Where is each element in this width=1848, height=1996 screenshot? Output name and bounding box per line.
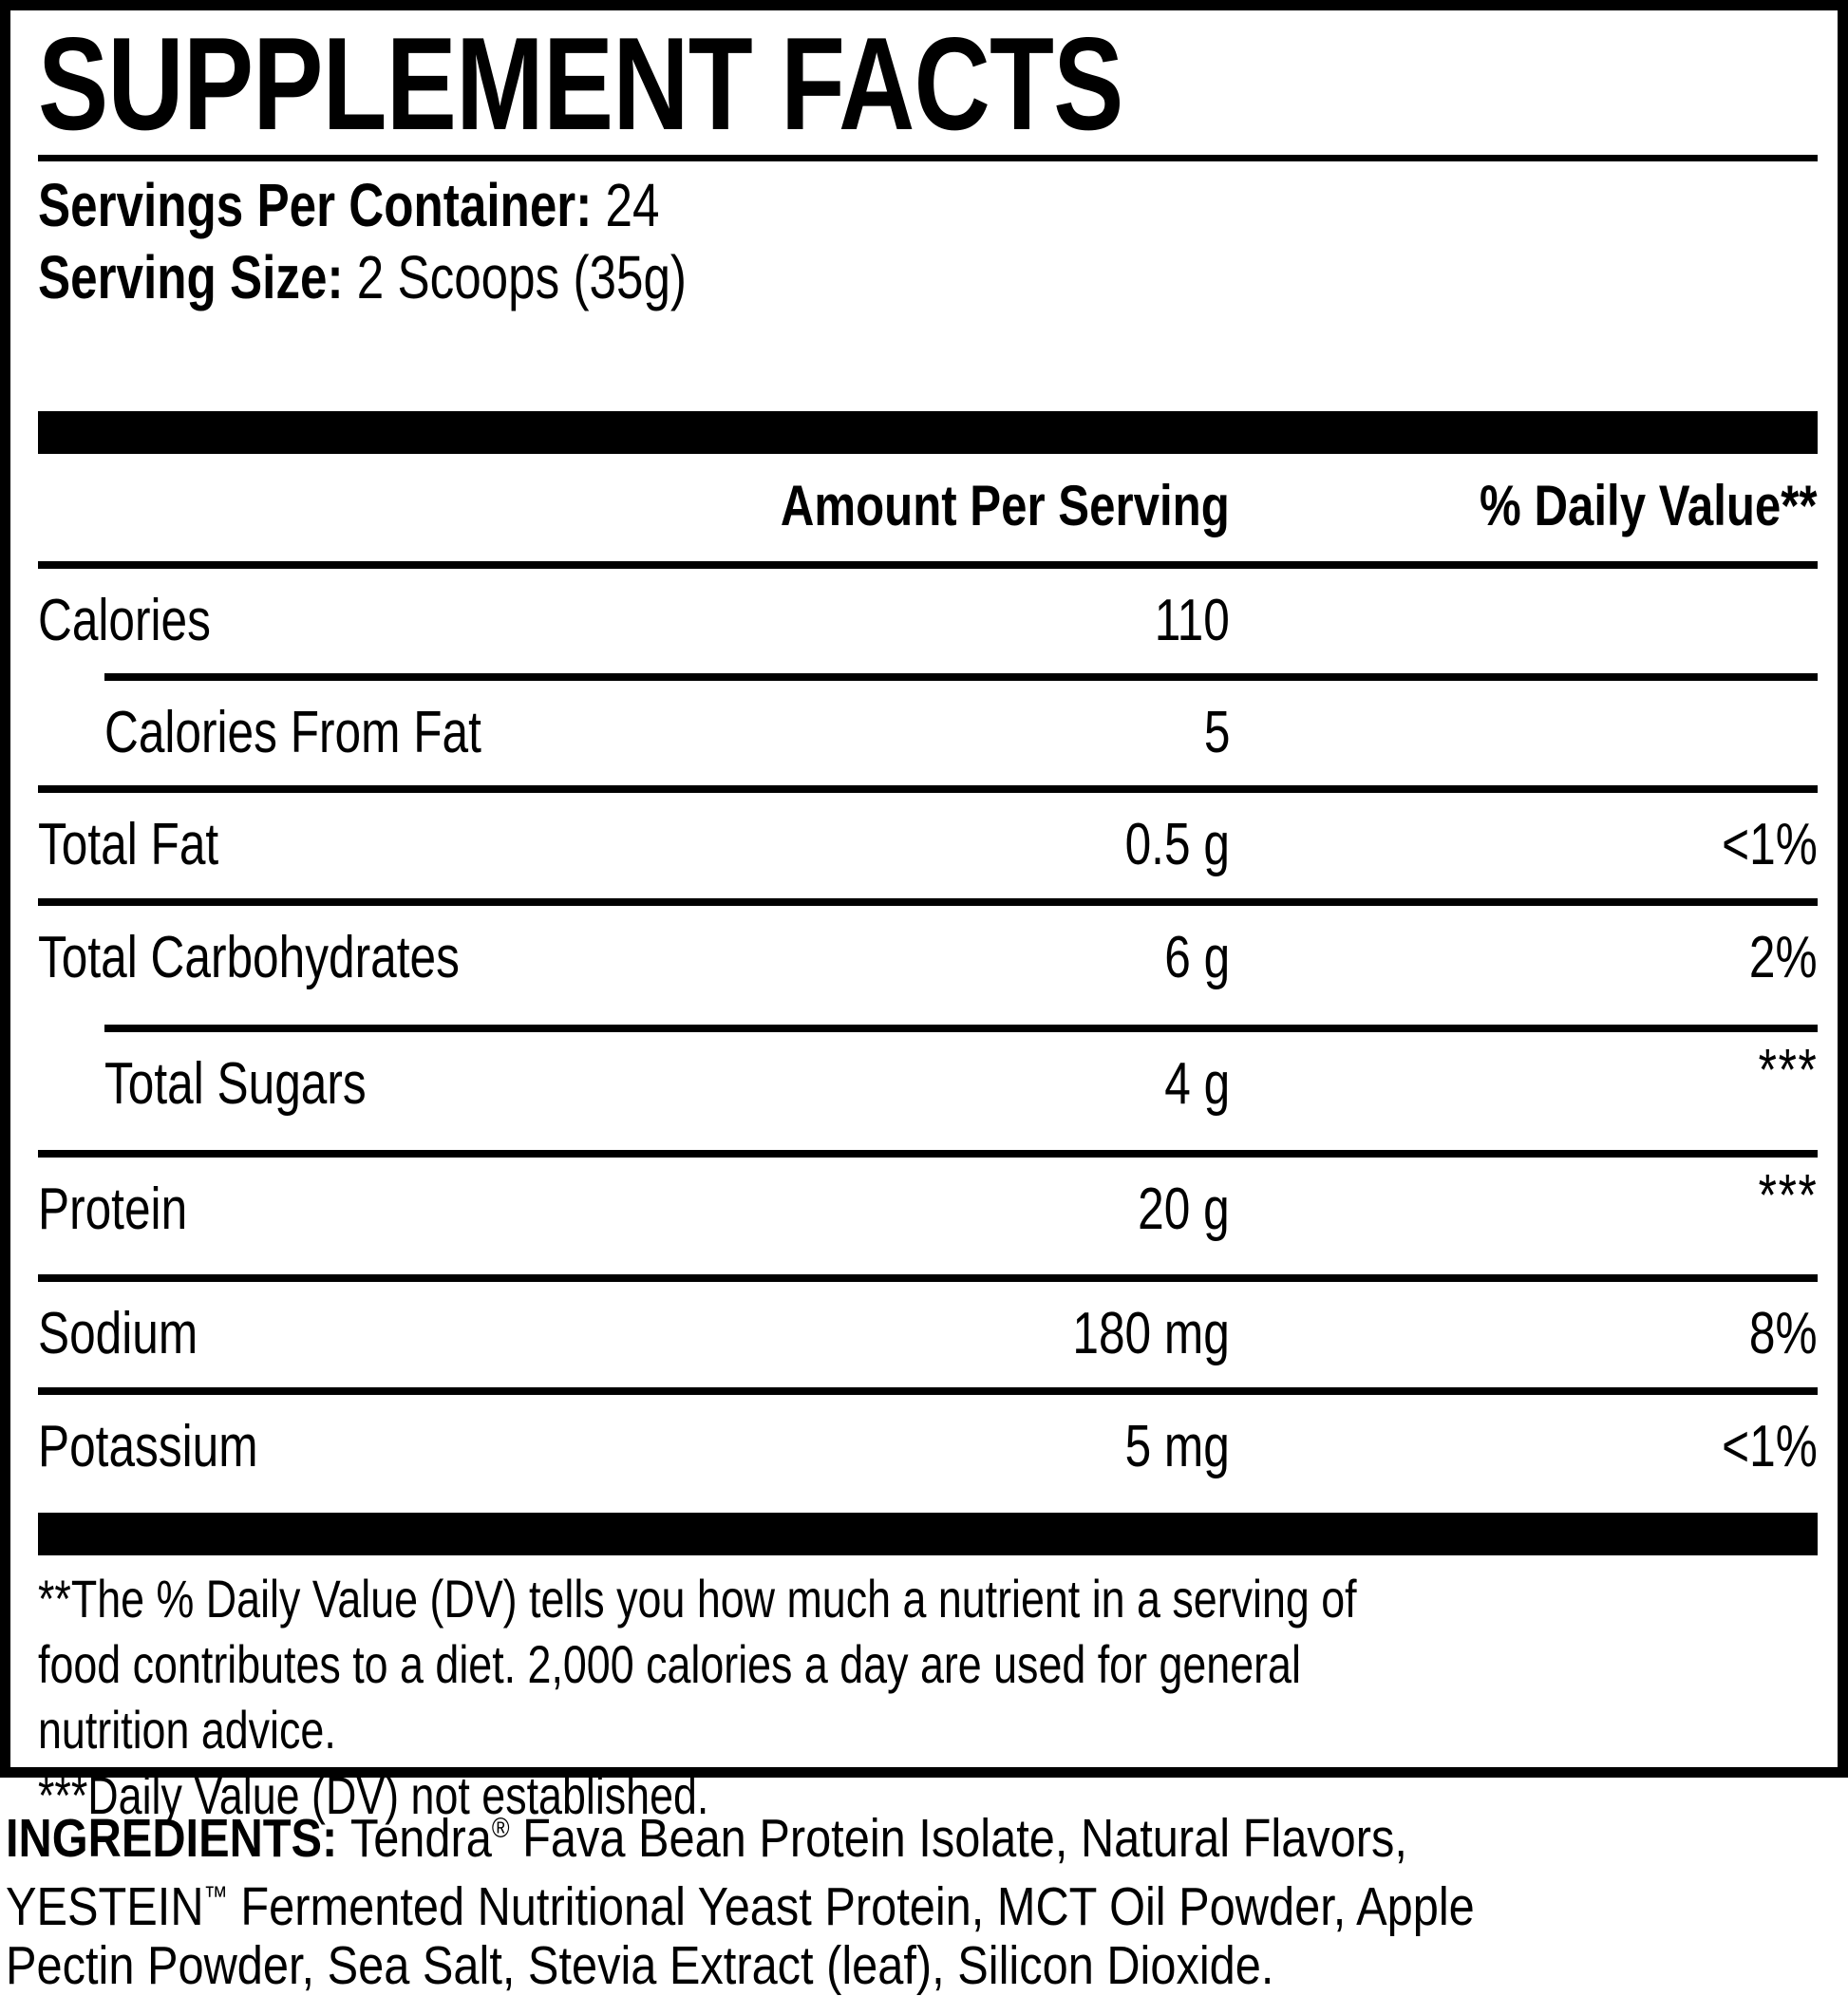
row-rule xyxy=(38,1150,1818,1158)
ingredients-brand-tendra: Tendra xyxy=(349,1808,492,1869)
footnote-line: food contributes to a diet. 2,000 calori… xyxy=(38,1634,1301,1694)
panel-title: SUPPLEMENT FACTS xyxy=(38,20,1123,148)
header-divider-bar xyxy=(38,411,1818,454)
row-daily-value: 2% xyxy=(1749,925,1818,990)
ingredients-line-1: INGREDIENTS: Tendra® Fava Bean Protein I… xyxy=(6,1799,1842,1868)
row-name: Calories From Fat xyxy=(104,700,481,765)
column-header-amount: Amount Per Serving xyxy=(781,474,1230,537)
row-rule xyxy=(104,673,1818,681)
ingredients-line-3: Pectin Powder, Sea Salt, Stevia Extract … xyxy=(6,1935,1274,1996)
ingredients-block: INGREDIENTS: Tendra® Fava Bean Protein I… xyxy=(6,1799,1842,1995)
column-header-daily-value: % Daily Value** xyxy=(1480,474,1818,537)
row-daily-value: <1% xyxy=(1722,1414,1818,1479)
ingredients-line-2: YESTEIN™ Fermented Nutritional Yeast Pro… xyxy=(6,1868,1842,1936)
row-rule xyxy=(38,785,1818,793)
ingredients-line-1-rest: Fava Bean Protein Isolate, Natural Flavo… xyxy=(522,1808,1407,1869)
row-rule xyxy=(104,1025,1818,1032)
servings-per-container-label: Servings Per Container: xyxy=(38,171,593,239)
footnote-line: **The % Daily Value (DV) tells you how m… xyxy=(38,1569,1357,1629)
servings-per-container-line: Servings Per Container: 24 xyxy=(38,175,1818,235)
row-amount: 6 g xyxy=(1164,925,1230,990)
footnote-line: ***Daily Value (DV) not established. xyxy=(38,1765,709,1825)
row-amount: 4 g xyxy=(1164,1051,1230,1117)
row-amount: 20 g xyxy=(1138,1177,1230,1242)
footnotes: **The % Daily Value (DV) tells you how m… xyxy=(38,1566,1747,1828)
row-name: Calories xyxy=(38,588,211,653)
row-name: Potassium xyxy=(38,1414,258,1479)
footnote-divider-bar xyxy=(38,1513,1818,1555)
row-amount: 0.5 g xyxy=(1124,812,1230,877)
servings-per-container-value-wrap: 24 xyxy=(592,171,660,239)
ingredients-brand-yestein: YESTEIN xyxy=(6,1876,204,1937)
row-name: Protein xyxy=(38,1177,188,1242)
facts-panel: SUPPLEMENT FACTS Servings Per Container:… xyxy=(0,0,1848,1825)
registered-trademark-icon: ® xyxy=(491,1813,510,1844)
row-daily-value: *** xyxy=(1758,1038,1818,1103)
row-name: Total Carbohydrates xyxy=(38,925,460,990)
row-rule xyxy=(38,898,1818,906)
row-name: Total Sugars xyxy=(104,1051,367,1117)
footnote-line: nutrition advice. xyxy=(38,1700,336,1760)
row-amount: 110 xyxy=(1154,588,1230,653)
row-daily-value: 8% xyxy=(1749,1301,1818,1366)
row-name: Total Fat xyxy=(38,812,219,877)
servings-per-container-value: 24 xyxy=(605,171,660,239)
ingredients-heading: INGREDIENTS: xyxy=(6,1808,338,1869)
row-rule xyxy=(38,1387,1818,1395)
row-amount: 5 xyxy=(1203,700,1230,765)
row-name: Sodium xyxy=(38,1301,198,1366)
title-underline xyxy=(38,155,1818,161)
row-rule xyxy=(38,1274,1818,1282)
ingredients-line-2-rest: Fermented Nutritional Yeast Protein, MCT… xyxy=(240,1876,1475,1937)
serving-size-line: Serving Size: 2 Scoops (35g) xyxy=(38,247,1818,308)
row-amount: 5 mg xyxy=(1124,1414,1230,1479)
row-daily-value: *** xyxy=(1758,1163,1818,1229)
header-rule xyxy=(38,561,1818,569)
serving-size-value-wrap: 2 Scoops (35g) xyxy=(344,243,687,311)
row-daily-value: <1% xyxy=(1722,812,1818,877)
row-amount: 180 mg xyxy=(1072,1301,1230,1366)
serving-size-label: Serving Size: xyxy=(38,243,344,311)
trademark-icon: ™ xyxy=(203,1881,228,1912)
serving-size-value: 2 Scoops (35g) xyxy=(356,243,687,311)
